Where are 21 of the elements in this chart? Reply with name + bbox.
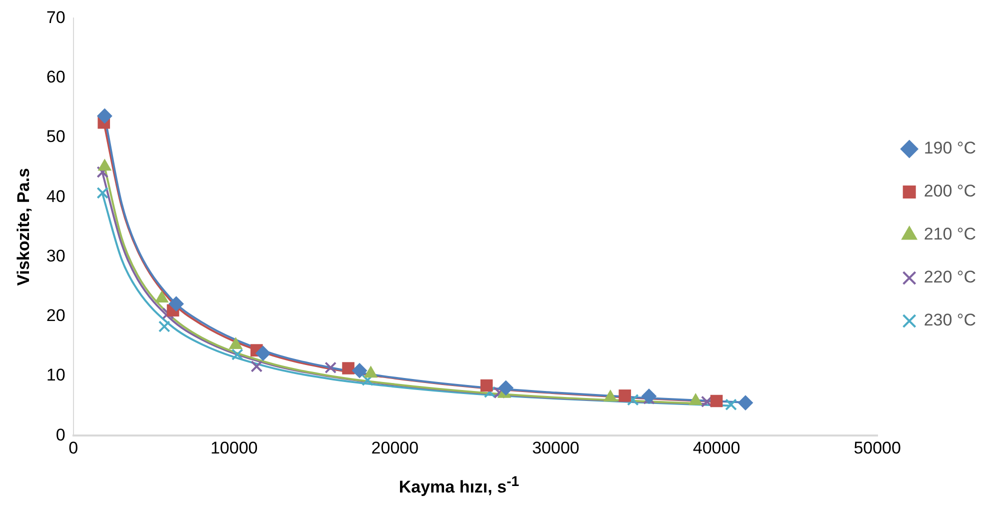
y-axis-title: Viskozite, Pa.s: [14, 168, 33, 286]
y-tick-label: 70: [46, 8, 66, 27]
y-tick-label: 60: [46, 68, 66, 87]
y-tick-label: 0: [56, 425, 66, 444]
y-tick-label: 10: [46, 366, 66, 385]
y-tick-label: 50: [46, 127, 66, 146]
x-tick-label: 20000: [371, 438, 419, 458]
x-tick-label: 40000: [692, 438, 740, 458]
y-tick-label: 40: [46, 186, 66, 206]
legend-label: 200 °C: [924, 182, 976, 201]
legend-label: 220 °C: [924, 268, 976, 287]
legend-label: 230 °C: [924, 310, 976, 330]
x-axis-title: Kayma hızı, s$^{-1}$: [398, 474, 520, 498]
x-tick-label: 50000: [854, 438, 901, 458]
x-tick-label: 30000: [532, 438, 580, 458]
legend-label: 210 °C: [924, 224, 976, 244]
y-tick-label: 20: [46, 306, 66, 326]
legend-label: 190 °C: [924, 138, 976, 158]
x-tick-label: 10000: [210, 438, 258, 458]
y-tick-label: 30: [46, 246, 66, 266]
x-tick-label: 0: [68, 438, 78, 458]
